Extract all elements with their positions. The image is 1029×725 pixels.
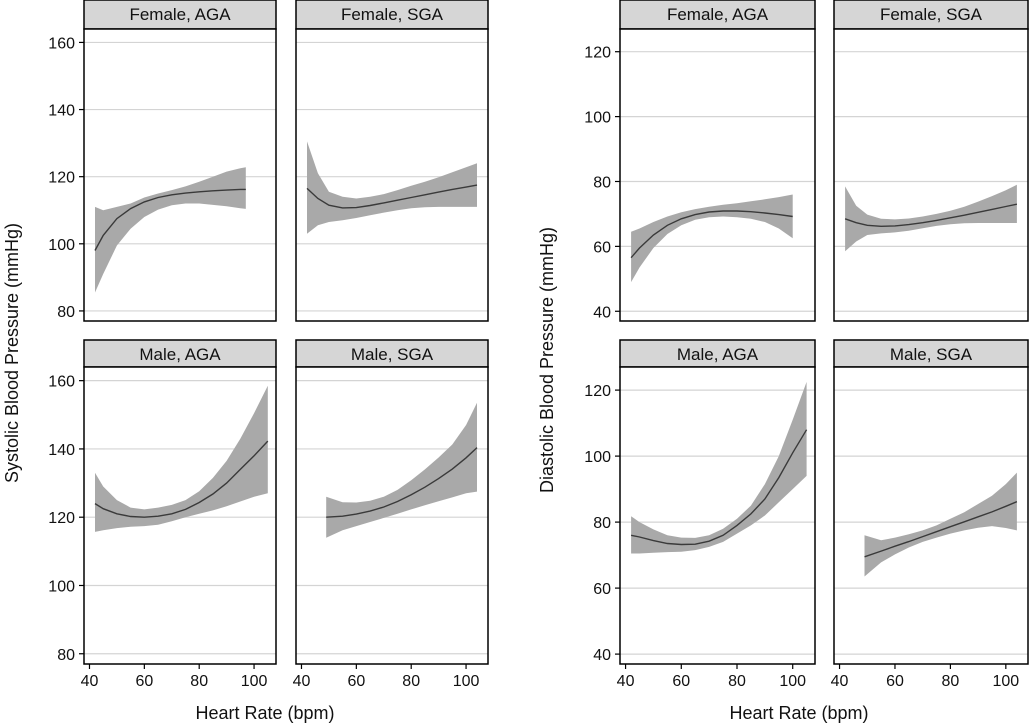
- panels-layer: Female, AGA 80 100 120 140 160 Female, SGA Male…: [48, 0, 1029, 690]
- systolic-male-aga-x-tick-label-100: 100: [241, 673, 268, 690]
- systolic-female-sga-fit-line: [306, 184, 478, 209]
- diastolic-male-aga-plot-area: [620, 367, 815, 664]
- diastolic-male-aga-y-tick-label-60: 60: [593, 581, 611, 598]
- diastolic-female-aga-y-tick-label-40: 40: [593, 304, 611, 321]
- diastolic-male-aga-strip: [619, 339, 816, 368]
- diastolic-male-sga-strip: [833, 339, 1029, 368]
- systolic-female-aga-y-tick-label-120: 120: [48, 170, 75, 187]
- systolic-female-sga-panel: Female, SGA: [295, 0, 489, 322]
- systolic-x-axis-title: Heart Rate (bpm): [195, 703, 334, 723]
- systolic-male-aga-y-tick-label-140: 140: [48, 442, 75, 459]
- diastolic-female-aga-y-tick-label-60: 60: [593, 239, 611, 256]
- systolic-male-aga-x-tick-label-40: 40: [81, 673, 99, 690]
- diastolic-y-axis-title: Diastolic Blood Pressure (mmHg): [537, 227, 557, 493]
- systolic-female-aga-border: [83, 28, 277, 322]
- systolic-male-aga-strip-title: Male, AGA: [139, 345, 221, 364]
- diastolic-female-aga-strip: [619, 0, 816, 30]
- systolic-male-sga-plot-area: [296, 367, 488, 664]
- diastolic-male-sga-confidence-band: [864, 472, 1017, 577]
- diastolic-female-sga-confidence-band: [845, 184, 1017, 252]
- diastolic-male-sga-fit-line: [864, 500, 1018, 558]
- diastolic-female-sga-fit-line: [844, 203, 1018, 228]
- diastolic-female-aga-strip-title: Female, AGA: [667, 5, 769, 24]
- diastolic-male-sga-x-tick-label-100: 100: [992, 673, 1019, 690]
- systolic-male-sga-confidence-band: [326, 402, 477, 538]
- diastolic-female-aga-fit-line: [630, 210, 793, 259]
- diastolic-female-sga-border: [833, 28, 1029, 322]
- diastolic-male-aga-y-tick-label-100: 100: [584, 449, 611, 466]
- diastolic-female-aga-y-tick-label-100: 100: [584, 110, 611, 127]
- diastolic-male-aga-fit-line: [630, 429, 808, 546]
- systolic-male-aga-strip: [83, 339, 277, 368]
- diastolic-female-aga-confidence-band: [631, 194, 793, 283]
- systolic-male-aga-panel: Male, AGA 80 100 120 140 160 40 60 80 100: [48, 339, 277, 690]
- systolic-male-sga-strip: [295, 339, 489, 368]
- systolic-female-aga-strip-title: Female, AGA: [129, 5, 231, 24]
- diastolic-male-sga-strip-title: Male, SGA: [890, 345, 973, 364]
- systolic-female-aga-y-tick-label-100: 100: [48, 237, 75, 254]
- diastolic-x-axis-title: Heart Rate (bpm): [729, 703, 868, 723]
- systolic-female-aga-strip: [83, 0, 277, 30]
- diastolic-male-sga-x-tick-label-60: 60: [886, 673, 904, 690]
- systolic-female-sga-confidence-band: [307, 141, 477, 234]
- systolic-male-sga-fit-line: [326, 447, 478, 518]
- systolic-male-aga-confidence-band: [95, 385, 268, 532]
- diastolic-male-sga-panel: Male, SGA 40 60 80 100: [831, 339, 1029, 690]
- systolic-male-aga-fit-line: [94, 440, 269, 518]
- diastolic-male-aga-x-tick-label-60: 60: [672, 673, 690, 690]
- diastolic-female-aga-plot-area: [620, 29, 815, 321]
- systolic-male-sga-x-tick-label-40: 40: [293, 673, 311, 690]
- systolic-female-aga-y-tick-label-140: 140: [48, 103, 75, 120]
- systolic-female-aga-y-tick-label-160: 160: [48, 35, 75, 52]
- diastolic-male-aga-y-tick-label-120: 120: [584, 383, 611, 400]
- diastolic-female-sga-plot-area: [834, 29, 1028, 321]
- systolic-female-sga-strip-title: Female, SGA: [341, 5, 444, 24]
- diastolic-male-sga-x-tick-label-80: 80: [942, 673, 960, 690]
- diastolic-male-aga-y-tick-label-80: 80: [593, 515, 611, 532]
- systolic-female-aga-y-tick-label-80: 80: [57, 304, 75, 321]
- systolic-y-axis-title: Systolic Blood Pressure (mmHg): [2, 223, 22, 483]
- systolic-female-aga-panel: Female, AGA 80 100 120 140 160: [48, 0, 277, 322]
- systolic-male-sga-x-tick-label-60: 60: [347, 673, 365, 690]
- diastolic-male-aga-strip-title: Male, AGA: [677, 345, 759, 364]
- diastolic-female-aga-y-tick-label-80: 80: [593, 174, 611, 191]
- systolic-male-aga-x-tick-label-80: 80: [190, 673, 208, 690]
- systolic-male-sga-strip-title: Male, SGA: [351, 345, 434, 364]
- diastolic-male-aga-y-tick-label-40: 40: [593, 647, 611, 664]
- diastolic-male-aga-x-tick-label-80: 80: [728, 673, 746, 690]
- diastolic-male-aga-confidence-band: [631, 381, 807, 554]
- diastolic-male-sga-border: [833, 366, 1029, 665]
- diastolic-female-aga-panel: Female, AGA 40 60 80 100 120: [584, 0, 816, 322]
- systolic-male-sga-x-tick-label-80: 80: [402, 673, 420, 690]
- diastolic-male-sga-x-tick-label-40: 40: [831, 673, 849, 690]
- diastolic-male-aga-x-tick-label-40: 40: [617, 673, 635, 690]
- diastolic-female-sga-strip: [833, 0, 1029, 30]
- systolic-male-sga-panel: Male, SGA 40 60 80 100: [293, 339, 489, 690]
- diastolic-female-aga-border: [619, 28, 816, 322]
- diastolic-male-aga-x-tick-label-100: 100: [779, 673, 806, 690]
- diastolic-female-sga-strip-title: Female, SGA: [880, 5, 983, 24]
- diastolic-male-aga-panel: Male, AGA 40 60 80 100 120 40 60 80 100: [584, 339, 816, 690]
- systolic-male-sga-x-tick-label-100: 100: [453, 673, 480, 690]
- systolic-male-aga-y-tick-label-100: 100: [48, 578, 75, 595]
- systolic-male-sga-border: [295, 366, 489, 665]
- systolic-male-aga-y-tick-label-120: 120: [48, 510, 75, 527]
- systolic-male-aga-y-tick-label-80: 80: [57, 647, 75, 664]
- systolic-female-aga-fit-line: [94, 188, 246, 251]
- systolic-male-aga-y-tick-label-160: 160: [48, 374, 75, 391]
- diastolic-female-aga-y-tick-label-120: 120: [584, 45, 611, 62]
- systolic-female-aga-plot-area: [84, 29, 276, 321]
- systolic-female-sga-border: [295, 28, 489, 322]
- systolic-female-aga-confidence-band: [95, 167, 246, 293]
- systolic-male-aga-x-tick-label-60: 60: [135, 673, 153, 690]
- diastolic-female-sga-panel: Female, SGA: [833, 0, 1029, 322]
- systolic-male-aga-border: [83, 366, 277, 665]
- diastolic-male-aga-border: [619, 366, 816, 665]
